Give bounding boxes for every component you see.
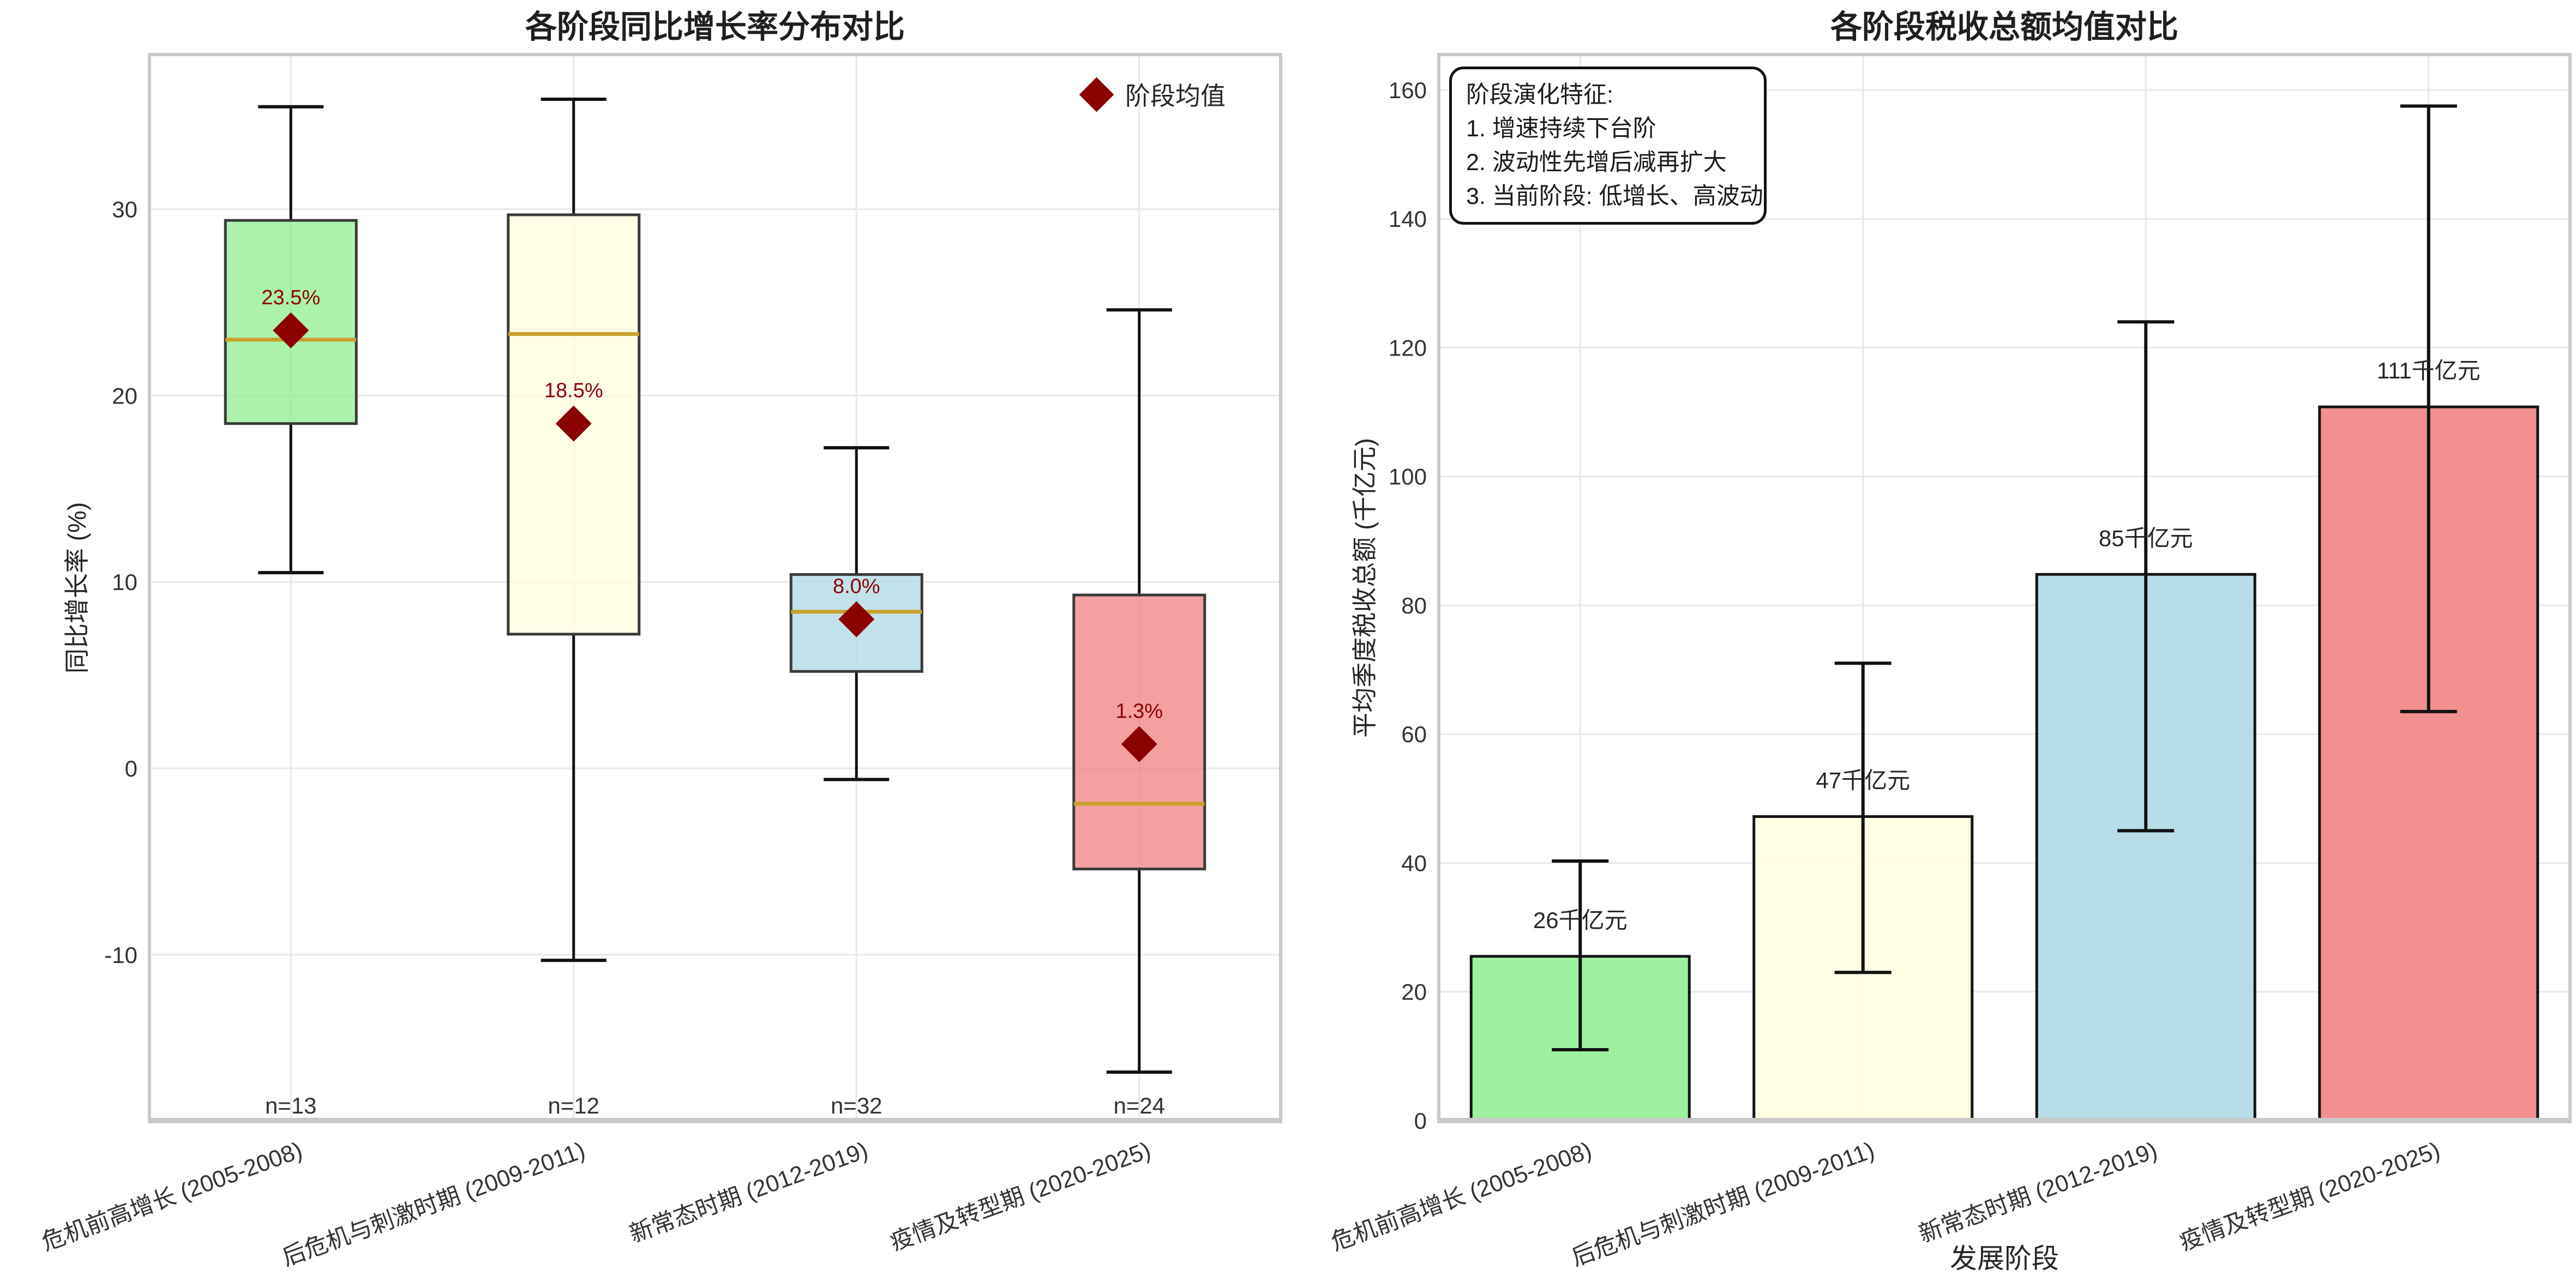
- boxplot-plot-area: -10 0 10 20 30 危机前高增长 (2005-2008)后危机与刺激时期 (20…: [38, 53, 1282, 1271]
- annotation-line: 2. 波动性先增后减再扩大: [1466, 149, 1727, 176]
- y-tick-label: 140: [1389, 206, 1427, 232]
- y-tick-label: 100: [1389, 464, 1427, 490]
- y-tick-label: 20: [1401, 979, 1427, 1005]
- legend-label: 阶段均值: [1125, 82, 1226, 110]
- mean-diamond: [555, 405, 592, 442]
- y-tick-label: 60: [1401, 721, 1427, 747]
- sample-size-label: n=24: [1113, 1093, 1165, 1118]
- bar-value-label: 47千亿元: [1816, 767, 1910, 793]
- mean-diamond: [838, 601, 875, 637]
- barchart-title: 各阶段税收总额均值对比: [1830, 9, 2178, 45]
- x-tick-label: 危机前高增长 (2005-2008): [1328, 1137, 1595, 1256]
- axes-spine: [148, 53, 1282, 1122]
- mean-value-label: 18.5%: [544, 380, 603, 402]
- mean-value-label: 23.5%: [261, 286, 320, 309]
- annotation-line: 阶段演化特征:: [1466, 82, 1613, 108]
- x-tick-label: 后危机与刺激时期 (2009-2011): [279, 1137, 589, 1271]
- y-tick-label: 0: [125, 756, 137, 781]
- annotation-line: 1. 增速持续下台阶: [1466, 116, 1656, 142]
- x-tick-label: 疫情及转型期 (2020-2025): [887, 1137, 1154, 1256]
- y-tick-label: 30: [112, 197, 137, 222]
- mean-diamond-icon: [1079, 77, 1114, 112]
- x-tick-label: 疫情及转型期 (2020-2025): [2176, 1137, 2443, 1256]
- sample-size-label: n=32: [831, 1093, 882, 1118]
- annotation-line: 3. 当前阶段: 低增长、高波动: [1466, 183, 1763, 209]
- x-tick-label: 新常态时期 (2012-2019): [1916, 1137, 2161, 1248]
- y-tick-label: 0: [1414, 1108, 1427, 1134]
- y-tick-label: 20: [112, 383, 137, 408]
- mean-value-label: 8.0%: [833, 575, 880, 598]
- sample-size-label: n=12: [548, 1093, 599, 1118]
- x-tick-label: 新常态时期 (2012-2019): [626, 1137, 872, 1248]
- mean-value-label: 1.3%: [1115, 700, 1163, 723]
- x-tick-label: 后危机与刺激时期 (2009-2011): [1568, 1137, 1878, 1271]
- sample-size-label: n=13: [265, 1093, 317, 1118]
- y-tick-label: 10: [112, 569, 137, 595]
- bar-value-label: 26千亿元: [1533, 907, 1628, 933]
- y-tick-label: 80: [1401, 593, 1427, 618]
- mean-diamond: [1121, 726, 1157, 762]
- y-tick-label: 40: [1401, 850, 1427, 876]
- x-tick-label: 危机前高增长 (2005-2008): [38, 1137, 305, 1256]
- barchart-plot-area: 0 20 40 60 80 100 120 140 160 危机前高增长 (2005-2008)后…: [1328, 53, 2572, 1271]
- boxplot-title: 各阶段同比增长率分布对比: [525, 9, 905, 45]
- barchart-x-axis-label: 发展阶段: [1950, 1243, 2059, 1274]
- annotation-box: 阶段演化特征: 1. 增速持续下台阶 2. 波动性先增后减再扩大 3. 当前阶段…: [1449, 67, 1767, 225]
- legend: 阶段均值: [1079, 76, 1226, 112]
- bar-value-label: 85千亿元: [2099, 525, 2193, 551]
- y-tick-label: -10: [104, 942, 137, 968]
- y-tick-label: 120: [1389, 335, 1427, 360]
- mean-diamond: [273, 312, 309, 348]
- y-tick-label: 160: [1389, 77, 1427, 103]
- bar-value-label: 111千亿元: [2377, 358, 2481, 383]
